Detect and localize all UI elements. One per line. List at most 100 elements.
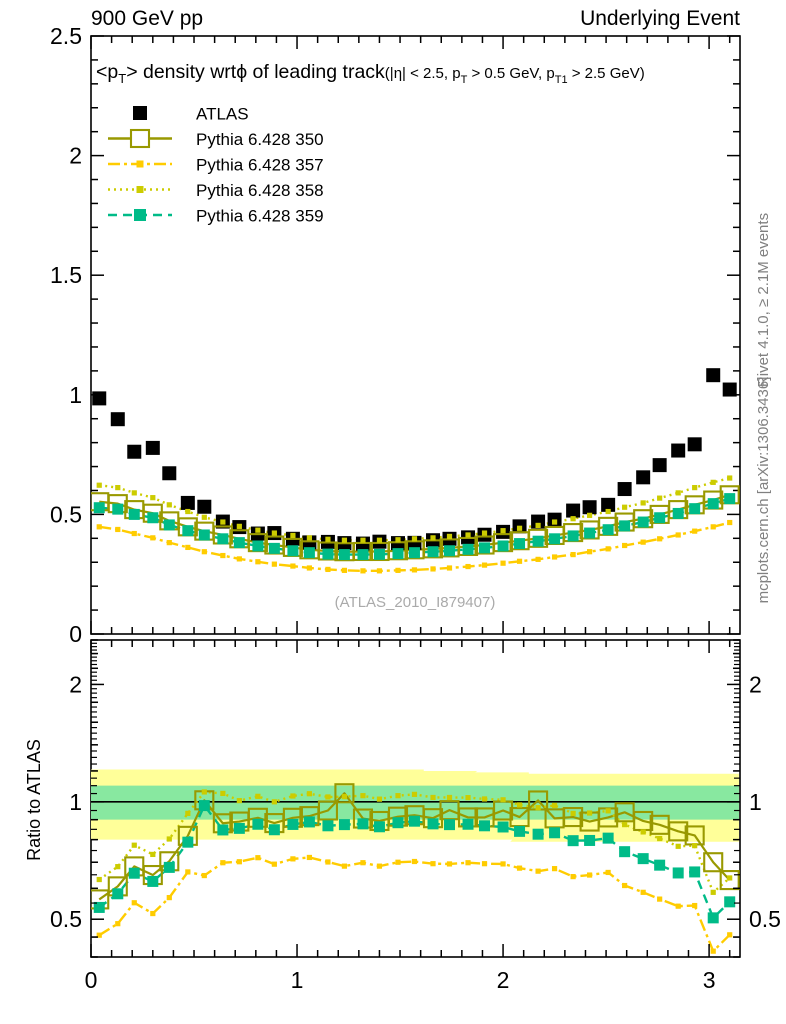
x-tick-label: 0	[85, 967, 98, 993]
p350-ratio-point	[668, 821, 689, 842]
mc-ratio-point	[586, 810, 593, 816]
p359-ratio-point	[619, 846, 631, 858]
legend-label: ATLAS	[196, 105, 249, 124]
mc-point	[586, 549, 593, 555]
p359-point	[514, 538, 526, 550]
mc-ratio-point	[290, 856, 296, 862]
mc-ratio-point	[411, 858, 418, 865]
mc-point	[551, 554, 558, 560]
p359-point	[584, 527, 596, 539]
mc-ratio-point	[570, 810, 576, 816]
mc-ratio-point	[586, 872, 593, 878]
p359-ratio-point	[217, 824, 229, 836]
p359-ratio-point	[637, 853, 649, 865]
mc-ratio-point	[622, 882, 628, 889]
mc-ratio-point	[341, 863, 348, 869]
legend-marker	[129, 128, 151, 149]
legend-label: Pythia 6.428 359	[196, 207, 324, 226]
p359-ratio-point	[198, 800, 210, 812]
mc-point	[446, 533, 453, 540]
mc-point	[131, 530, 137, 537]
p359-ratio-point	[514, 825, 526, 837]
p359-ratio-point	[584, 834, 596, 846]
mc-point	[465, 563, 471, 570]
y-tick-label-main: 0.5	[50, 501, 82, 527]
atlas-point	[407, 535, 422, 550]
p359-ratio-point	[357, 818, 369, 830]
mc-point	[255, 559, 261, 565]
mc-ratio-point	[640, 829, 646, 835]
p359-point	[707, 498, 719, 510]
header-right: Underlying Event	[580, 7, 740, 30]
mc-point	[236, 523, 242, 529]
atlas-point	[162, 466, 177, 481]
mc-ratio-point	[692, 902, 698, 909]
mc-ratio-point	[255, 855, 261, 861]
mc-ratio-point	[96, 932, 102, 938]
mc-ratio-point	[201, 789, 207, 795]
p359-point	[287, 545, 299, 557]
mc-point	[481, 562, 488, 568]
plot-title: <pT> density wrtϕ of leading track(|η| <…	[96, 61, 645, 86]
mc-ratio-point	[710, 889, 716, 895]
y-tick-label-main: 2	[69, 143, 82, 169]
mc-point	[516, 525, 523, 531]
mc-point	[675, 490, 681, 496]
mc-ratio-point	[236, 859, 242, 865]
mc-point	[551, 519, 558, 525]
p359-ratio-point	[689, 866, 701, 878]
mc-ratio-point	[255, 793, 261, 799]
p359-ratio-point	[497, 821, 509, 833]
ratio-data-layer	[91, 769, 740, 954]
mc-point	[150, 495, 156, 501]
mc-ratio-point	[570, 874, 576, 880]
p359-ratio-point	[567, 835, 579, 847]
mc-ratio-point	[395, 859, 401, 865]
p359-point	[128, 508, 140, 520]
p350-ratio-point	[317, 800, 338, 821]
p359-ratio-point	[268, 824, 280, 836]
mc-point	[306, 565, 312, 571]
legend-item-pythia-6.428-350: Pythia 6.428 350	[108, 128, 324, 149]
mc-point	[220, 519, 226, 525]
p359-point	[443, 545, 455, 557]
atlas-point	[687, 437, 702, 452]
legend-marker	[133, 106, 147, 120]
atlas-point	[566, 503, 581, 518]
mc-point	[236, 556, 242, 562]
mc-ratio-point	[220, 790, 226, 796]
p359-ratio-point	[707, 912, 719, 924]
p359-ratio-point	[93, 901, 105, 913]
mc-ratio-point	[185, 869, 191, 875]
p359-ratio-point	[252, 818, 264, 830]
mc-point	[360, 537, 366, 543]
mc-point	[395, 567, 401, 573]
mc-point	[166, 502, 172, 508]
mc-ratio-point	[657, 835, 663, 842]
mc-ratio-point	[115, 864, 121, 870]
mc-ratio-point	[166, 836, 172, 842]
mc-ratio-point	[325, 859, 331, 865]
mc-point	[290, 532, 296, 539]
atlas-point	[92, 391, 107, 406]
p350-ratio-point	[703, 852, 724, 873]
p359-point	[357, 549, 369, 561]
mc-point	[570, 516, 576, 522]
p359-point	[408, 547, 420, 559]
mc-ratio-point	[605, 869, 611, 876]
mc-point	[96, 482, 102, 488]
mc-ratio-point	[236, 798, 242, 804]
mc-ratio-point	[516, 865, 523, 871]
p359-point	[147, 512, 159, 524]
mc-point	[605, 508, 611, 515]
mc-point	[586, 512, 593, 518]
mc-ratio-point	[551, 802, 558, 809]
uncertainty-band-inner	[91, 785, 739, 820]
legend-item-pythia-6.428-357: Pythia 6.428 357	[108, 156, 324, 175]
mc-ratio-point	[622, 822, 628, 828]
mc-ratio-point	[201, 872, 207, 879]
mc-point	[446, 565, 453, 571]
mc-ratio-point	[727, 932, 733, 938]
y-tick-label-main: 2.5	[50, 23, 82, 49]
mc-ratio-point	[535, 805, 541, 811]
